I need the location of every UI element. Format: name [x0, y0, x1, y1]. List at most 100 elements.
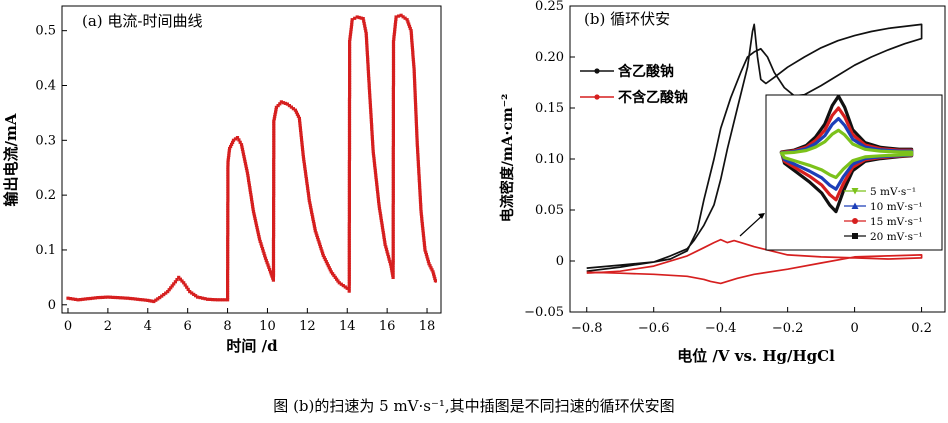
a-data-point [254, 223, 259, 227]
panel-b-ylabel: 电流密度/mA·cm⁻² [499, 94, 516, 223]
a-data-point [251, 207, 255, 211]
a-data-point [347, 203, 351, 207]
a-data-point [291, 107, 295, 111]
a-data-point [321, 253, 325, 257]
a-data-point [392, 32, 396, 36]
a-data-point [414, 122, 418, 126]
a-data-point [326, 264, 330, 268]
a-data-point [414, 117, 418, 121]
a-data-point [368, 91, 372, 95]
a-data-point [271, 240, 276, 244]
a-data-point [272, 131, 276, 135]
a-data-point [348, 59, 352, 63]
b-series-line [586, 238, 923, 285]
a-data-point [391, 169, 395, 174]
a-ytick-label: 0.2 [35, 188, 56, 203]
a-data-point [419, 210, 423, 214]
a-data-point [424, 250, 428, 254]
a-data-point [315, 233, 319, 237]
a-data-point [412, 67, 416, 71]
a-data-point [250, 198, 254, 202]
a-data-point [272, 136, 276, 140]
a-data-point [391, 112, 395, 116]
a-data-point [226, 213, 230, 217]
a-data-point [271, 244, 276, 248]
a-data-point [364, 36, 369, 40]
a-data-point [347, 287, 351, 291]
a-data-point [180, 279, 184, 283]
a-data-point [347, 133, 352, 137]
a-data-point [417, 174, 421, 178]
a-data-point [226, 206, 230, 210]
a-data-point [226, 163, 230, 167]
a-data-point [272, 170, 276, 174]
a-data-point [250, 200, 254, 204]
a-data-point [415, 129, 419, 133]
a-data-point [272, 199, 276, 203]
a-data-point [347, 188, 351, 192]
a-data-point [247, 181, 251, 185]
a-data-point [347, 219, 351, 224]
a-data-point [298, 121, 302, 125]
a-data-point [81, 297, 85, 301]
a-data-point [423, 248, 427, 252]
a-data-point [305, 179, 309, 183]
a-data-point [261, 249, 265, 253]
a-data-point [417, 176, 421, 180]
a-data-point [279, 100, 283, 104]
a-data-point [304, 172, 308, 176]
a-data-point [372, 156, 376, 160]
a-data-point [433, 276, 437, 281]
a-data-point [409, 31, 413, 35]
a-data-point [272, 146, 276, 150]
a-data-point [300, 140, 304, 144]
a-data-point [386, 252, 390, 256]
panel-b-xlabel: 电位 /V vs. Hg/HgCl [677, 347, 835, 365]
a-data-point [247, 183, 251, 187]
a-data-point [272, 150, 276, 154]
a-data-point [359, 16, 363, 20]
a-data-point [278, 102, 282, 106]
a-data-point [391, 150, 395, 154]
a-data-point [272, 155, 276, 159]
a-data-point [428, 264, 432, 268]
a-data-point [408, 26, 412, 31]
a-data-point [267, 265, 271, 269]
a-ytick-label: 0 [48, 298, 56, 313]
a-data-point [347, 102, 352, 106]
a-data-point [414, 112, 418, 116]
a-data-point [347, 150, 352, 154]
a-data-point [413, 96, 417, 100]
panel-a-ylabel: 输出电流/mA [2, 113, 20, 206]
a-data-point [226, 240, 230, 244]
b-ytick-label: −0.05 [524, 305, 564, 320]
a-data-point [307, 196, 311, 200]
a-data-point [293, 108, 297, 112]
a-data-point [347, 224, 351, 228]
a-data-point [272, 196, 276, 200]
a-data-point [391, 271, 395, 275]
a-data-point [273, 115, 277, 119]
a-data-point [271, 273, 276, 277]
a-data-point [347, 145, 352, 149]
a-data-point [348, 95, 352, 99]
a-data-point [226, 245, 230, 249]
a-data-point [422, 236, 426, 240]
a-data-point [118, 296, 122, 300]
a-data-point [226, 288, 230, 292]
a-data-point [226, 266, 230, 271]
a-data-point [226, 189, 230, 193]
a-data-point [272, 191, 276, 195]
b-ytick-label: 0.15 [535, 101, 564, 116]
a-data-point [372, 161, 377, 165]
a-data-point [332, 273, 336, 278]
a-data-point [411, 50, 415, 54]
a-data-point [418, 195, 422, 199]
a-data-point [391, 153, 395, 157]
a-data-point [227, 151, 231, 155]
a-data-point [416, 155, 420, 159]
a-data-point [430, 268, 434, 272]
a-data-point [391, 191, 395, 195]
a-data-point [407, 22, 411, 26]
a-data-point [391, 56, 396, 61]
